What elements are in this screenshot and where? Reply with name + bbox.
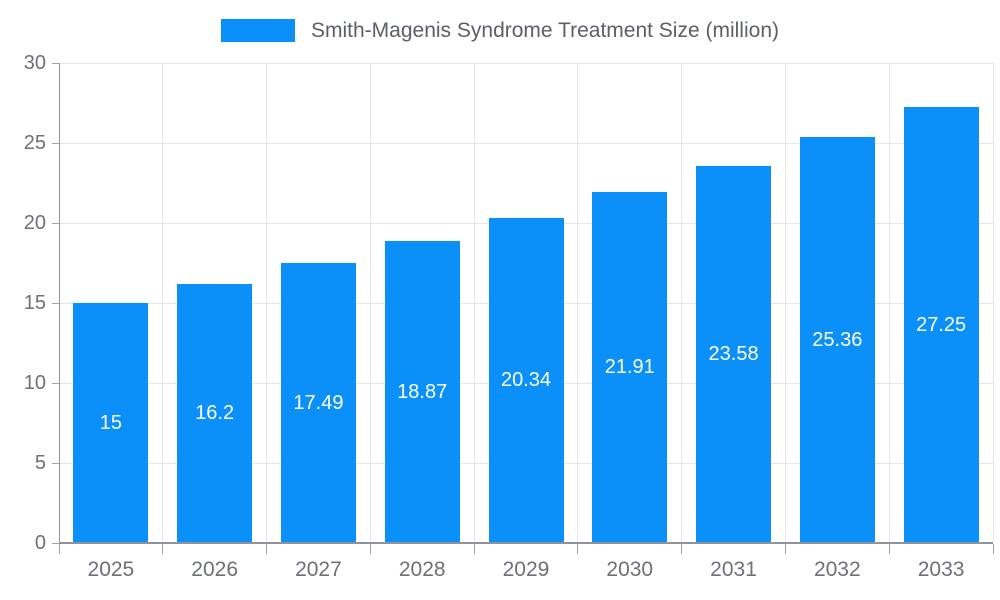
y-axis-tick-label: 20 <box>23 212 46 234</box>
x-axis-tick-label: 2028 <box>398 558 446 581</box>
x-axis-tick-label: 2030 <box>606 558 654 581</box>
x-axis-tick-label: 2031 <box>710 558 757 581</box>
bar-2032[interactable]: 25.36 <box>799 137 875 543</box>
y-axis-tick-label: 30 <box>23 52 46 74</box>
bar-2030[interactable]: 21.91 <box>592 192 668 543</box>
bar-2026[interactable]: 16.2 <box>177 283 253 543</box>
y-axis-tick-label: 5 <box>34 452 46 474</box>
x-axis-tick-mark <box>473 544 475 554</box>
legend-label: Smith-Magenis Syndrome Treatment Size (m… <box>311 19 779 42</box>
v-gridline <box>473 63 475 543</box>
x-axis-tick-mark <box>992 544 994 554</box>
bar-value-label: 18.87 <box>397 380 448 403</box>
bar-2025[interactable]: 15 <box>73 303 149 543</box>
bar-value-label: 17.49 <box>293 391 344 414</box>
v-gridline <box>577 63 579 543</box>
x-axis-tick-mark <box>162 544 164 554</box>
plot-area: 15 16.2 17.49 18.87 20.34 21.91 23.58 25.36 27.2… <box>59 62 994 544</box>
bar-2031[interactable]: 23.58 <box>696 165 772 543</box>
legend-item[interactable]: Smith-Magenis Syndrome Treatment Size (m… <box>0 18 1000 43</box>
y-axis-tick-label: 25 <box>23 132 46 154</box>
x-axis-tick-mark <box>577 544 579 554</box>
x-axis-tick-label: 2033 <box>917 558 965 581</box>
y-axis-tick-label: 15 <box>23 292 46 314</box>
x-axis-tick-mark <box>888 544 890 554</box>
x-axis-tick-label: 2027 <box>295 558 342 581</box>
v-gridline <box>266 63 268 543</box>
bar-2027[interactable]: 17.49 <box>280 263 356 543</box>
v-gridline <box>888 63 890 543</box>
v-gridline <box>681 63 683 543</box>
v-gridline <box>992 63 994 543</box>
x-axis-tick-mark <box>681 544 683 554</box>
y-axis-tick-label: 10 <box>23 372 46 394</box>
x-axis-tick-label: 2026 <box>191 558 238 581</box>
v-gridline <box>162 63 164 543</box>
y-axis-tick-mark <box>52 142 59 144</box>
y-axis-tick-mark <box>52 382 59 384</box>
x-axis-tick-mark <box>266 544 268 554</box>
bar-2029[interactable]: 20.34 <box>488 217 564 543</box>
bar-value-label: 27.25 <box>916 313 967 336</box>
y-axis-tick-mark <box>52 462 59 464</box>
y-axis-tick-mark <box>52 542 59 544</box>
h-gridline <box>59 62 993 64</box>
y-axis-tick-mark <box>52 62 59 64</box>
x-axis-tick-mark <box>784 544 786 554</box>
v-gridline <box>784 63 786 543</box>
bar-2028[interactable]: 18.87 <box>384 241 460 543</box>
x-axis-tick-label: 2029 <box>502 558 550 581</box>
legend-swatch <box>221 19 295 42</box>
x-axis-tick-label: 2032 <box>813 558 861 581</box>
bar-value-label: 16.2 <box>195 401 235 424</box>
bar-2033[interactable]: 27.25 <box>903 107 979 543</box>
x-axis-tick-mark <box>369 544 371 554</box>
bar-value-label: 21.91 <box>604 356 655 379</box>
y-axis-tick-mark <box>52 222 59 224</box>
bar-value-label: 25.36 <box>812 328 863 351</box>
x-axis-tick-mark <box>58 544 60 554</box>
v-gridline <box>369 63 371 543</box>
bar-value-label: 23.58 <box>708 342 759 365</box>
bar-value-label: 20.34 <box>500 368 552 391</box>
y-axis-line <box>59 63 60 543</box>
x-axis-tick-label: 2025 <box>87 558 135 581</box>
y-axis-tick-mark <box>52 302 59 304</box>
x-axis-line <box>59 542 993 544</box>
h-gridline <box>59 142 993 144</box>
bar-value-label: 15 <box>99 411 122 434</box>
y-axis-tick-label: 0 <box>34 532 46 554</box>
